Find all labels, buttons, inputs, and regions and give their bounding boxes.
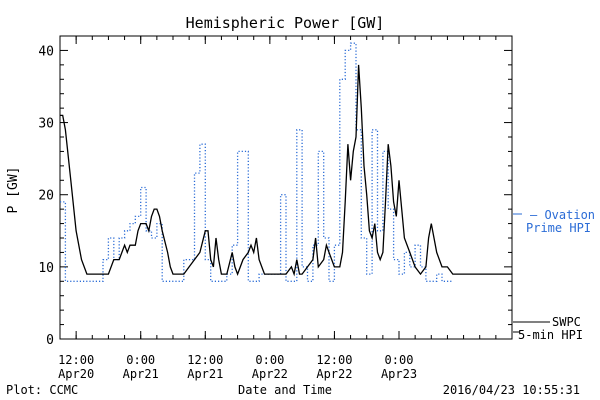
x-tick-label-time: 12:00 — [316, 353, 352, 367]
y-tick-label: 10 — [38, 261, 54, 276]
series-swpc-5min-hpi-line — [60, 64, 512, 277]
y-tick-label: 20 — [38, 189, 54, 204]
x-axis: 12:00Apr200:00Apr2112:00Apr210:00Apr2212… — [58, 36, 513, 381]
legend-swpc-line1: SWPC — [552, 315, 581, 329]
x-tick-label-time: 0:00 — [255, 353, 284, 367]
x-tick-label-time: 0:00 — [385, 353, 414, 367]
timestamp-label: 2016/04/23 10:55:31 — [443, 383, 580, 397]
y-axis: 0 10 20 30 40 — [38, 44, 512, 348]
x-tick-label-time: 0:00 — [126, 353, 155, 367]
y-tick-label: 30 — [38, 117, 54, 132]
plot-frame — [59, 35, 513, 340]
chart-title: Hemispheric Power [GW] — [186, 14, 385, 32]
x-tick-label-date: Apr22 — [316, 367, 352, 381]
legend-swpc: SWPC 5-min HPI — [513, 315, 583, 342]
x-tick-label-date: Apr21 — [187, 367, 223, 381]
y-tick-label: 0 — [46, 333, 54, 348]
series-ovation-prime-hpi-line — [60, 42, 453, 282]
legend-ovation-line2: Prime HPI — [526, 221, 591, 235]
x-tick-label-time: 12:00 — [58, 353, 94, 367]
x-tick-label-time: 12:00 — [187, 353, 223, 367]
x-tick-label-date: Apr20 — [58, 367, 94, 381]
legend-ovation-line1: — Ovation — [530, 208, 595, 222]
x-axis-label: Date and Time — [238, 383, 332, 397]
plot-credit-label: Plot: CCMC — [6, 383, 78, 397]
y-tick-label: 40 — [38, 44, 54, 59]
legend-ovation: — Ovation Prime HPI — [513, 208, 595, 235]
x-tick-label-date: Apr21 — [123, 367, 159, 381]
x-tick-label-date: Apr23 — [381, 367, 417, 381]
x-tick-label-date: Apr22 — [252, 367, 288, 381]
legend-swpc-line2: 5-min HPI — [518, 328, 583, 342]
y-axis-label: P [GW] — [6, 167, 21, 214]
